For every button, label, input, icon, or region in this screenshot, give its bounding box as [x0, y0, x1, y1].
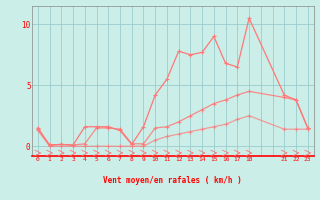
- X-axis label: Vent moyen/en rafales ( km/h ): Vent moyen/en rafales ( km/h ): [103, 176, 242, 185]
